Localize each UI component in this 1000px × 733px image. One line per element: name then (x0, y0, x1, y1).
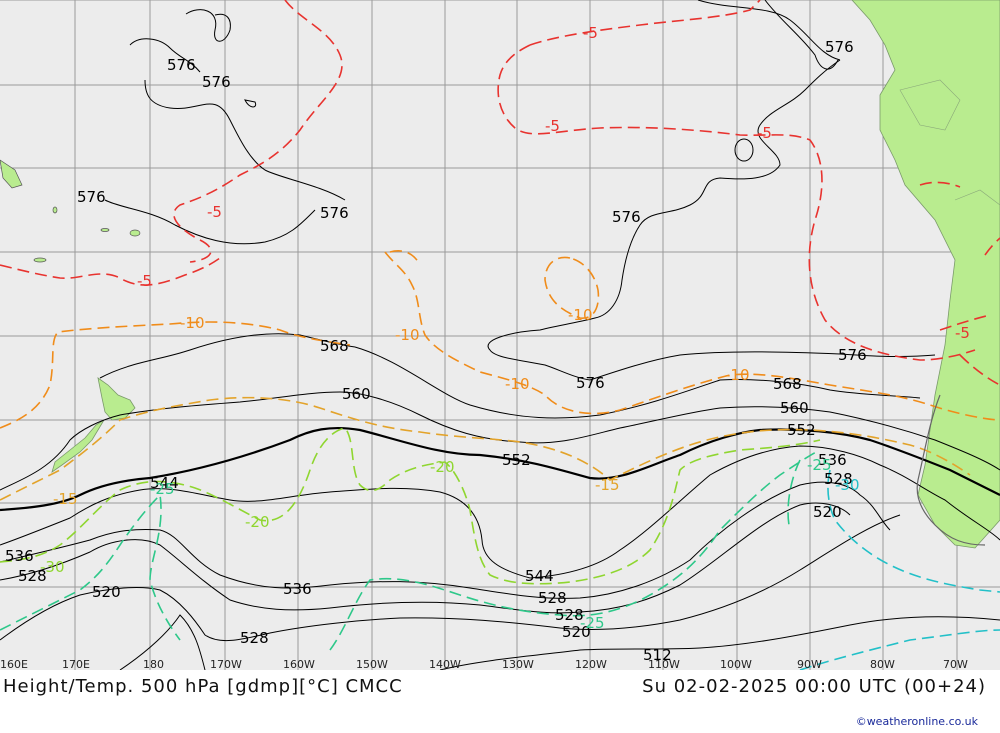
temp-label: -25 (580, 614, 605, 632)
lon-label: 80W (870, 658, 895, 670)
pacific-islands (0, 159, 141, 263)
height-label: 512 (643, 646, 672, 664)
height-label: 576 (77, 188, 106, 206)
height-label: 560 (780, 399, 809, 417)
height-label: 528 (538, 589, 567, 607)
temp-label: -5 (757, 124, 772, 142)
height-label: 560 (342, 385, 371, 403)
height-label: 576 (838, 346, 867, 364)
temp-label: -5 (583, 24, 598, 42)
temp-labels: -5 -5 -5 -5 -5 -5 -10 -10 -10 -10 -10 -1… (40, 24, 970, 632)
chile-coast (916, 394, 986, 546)
temp-label: -10 (180, 314, 205, 332)
height-label: 536 (283, 580, 312, 598)
height-label: 544 (150, 474, 179, 492)
temp-label: -10 (505, 375, 530, 393)
height-label: 576 (167, 56, 196, 74)
height-label: 576 (612, 208, 641, 226)
height-label: 520 (813, 503, 842, 521)
isotherm-minus30 (799, 469, 1000, 670)
height-label: 528 (824, 470, 853, 488)
height-label: 520 (92, 583, 121, 601)
height-label: 520 (562, 623, 591, 641)
lon-label: 180 (143, 658, 164, 670)
temp-label: -5 (137, 272, 152, 290)
map-title: Height/Temp. 500 hPa [gdmp][°C] CMCC (3, 676, 403, 697)
height-label: 576 (825, 38, 854, 56)
temp-label: -30 (835, 476, 860, 494)
lon-label: 170E (62, 658, 90, 670)
lon-label: 120W (575, 658, 607, 670)
height-labels: 576 576 576 576 576 576 576 568 568 560 … (5, 38, 867, 664)
isotherm-minus10 (0, 250, 1000, 429)
credit-link[interactable]: ©weatheronline.co.uk (855, 715, 978, 728)
lon-label: 170W (210, 658, 242, 670)
isotherm-minus15 (0, 396, 971, 501)
height-label: 568 (773, 375, 802, 393)
height-label: 552 (787, 421, 816, 439)
temp-label: -10 (725, 366, 750, 384)
temp-label: -5 (545, 117, 560, 135)
temp-label: -5 (207, 203, 222, 221)
height-label: 544 (525, 567, 554, 585)
temp-label: -20 (245, 513, 270, 531)
temp-label: -25 (807, 456, 832, 474)
temp-label: -20 (430, 458, 455, 476)
height-contours (0, 0, 1000, 670)
temp-label: -5 (955, 324, 970, 342)
longitude-labels: 160E 170E 180 170W 160W 150W 140W 130W 1… (0, 658, 968, 670)
temp-label: -15 (53, 490, 78, 508)
temp-label: -30 (40, 558, 65, 576)
temp-label: -25 (150, 480, 175, 498)
lon-label: 160E (0, 658, 28, 670)
weather-map: 576 576 576 576 576 576 576 568 568 560 … (0, 0, 1000, 670)
height-label: 528 (18, 567, 47, 585)
lon-label: 140W (429, 658, 461, 670)
lon-label: 90W (797, 658, 822, 670)
lon-label: 150W (356, 658, 388, 670)
grid-lines (0, 0, 1000, 670)
isotherm-minus25 (0, 449, 821, 651)
lon-label: 70W (943, 658, 968, 670)
height-label: 576 (202, 73, 231, 91)
lon-label: 110W (648, 658, 680, 670)
temp-label: -10 (395, 326, 420, 344)
temp-label: -10 (568, 306, 593, 324)
height-label: 568 (320, 337, 349, 355)
isotherm-minus5 (0, 0, 1000, 386)
map-canvas: 576 576 576 576 576 576 576 568 568 560 … (0, 0, 1000, 670)
height-label: 536 (818, 451, 847, 469)
height-label: 576 (576, 374, 605, 392)
lon-label: 130W (502, 658, 534, 670)
height-label: 552 (502, 451, 531, 469)
lon-label: 160W (283, 658, 315, 670)
map-valid-time: Su 02-02-2025 00:00 UTC (00+24) (642, 676, 986, 697)
footer (0, 670, 1000, 733)
south-america-land (851, 0, 1000, 549)
isotherm-minus20 (0, 427, 821, 585)
height-label: 536 (5, 547, 34, 565)
temp-label: -15 (595, 476, 620, 494)
height-label: 528 (240, 629, 269, 647)
lon-label: 100W (720, 658, 752, 670)
height-label: 576 (320, 204, 349, 222)
height-label: 528 (555, 606, 584, 624)
